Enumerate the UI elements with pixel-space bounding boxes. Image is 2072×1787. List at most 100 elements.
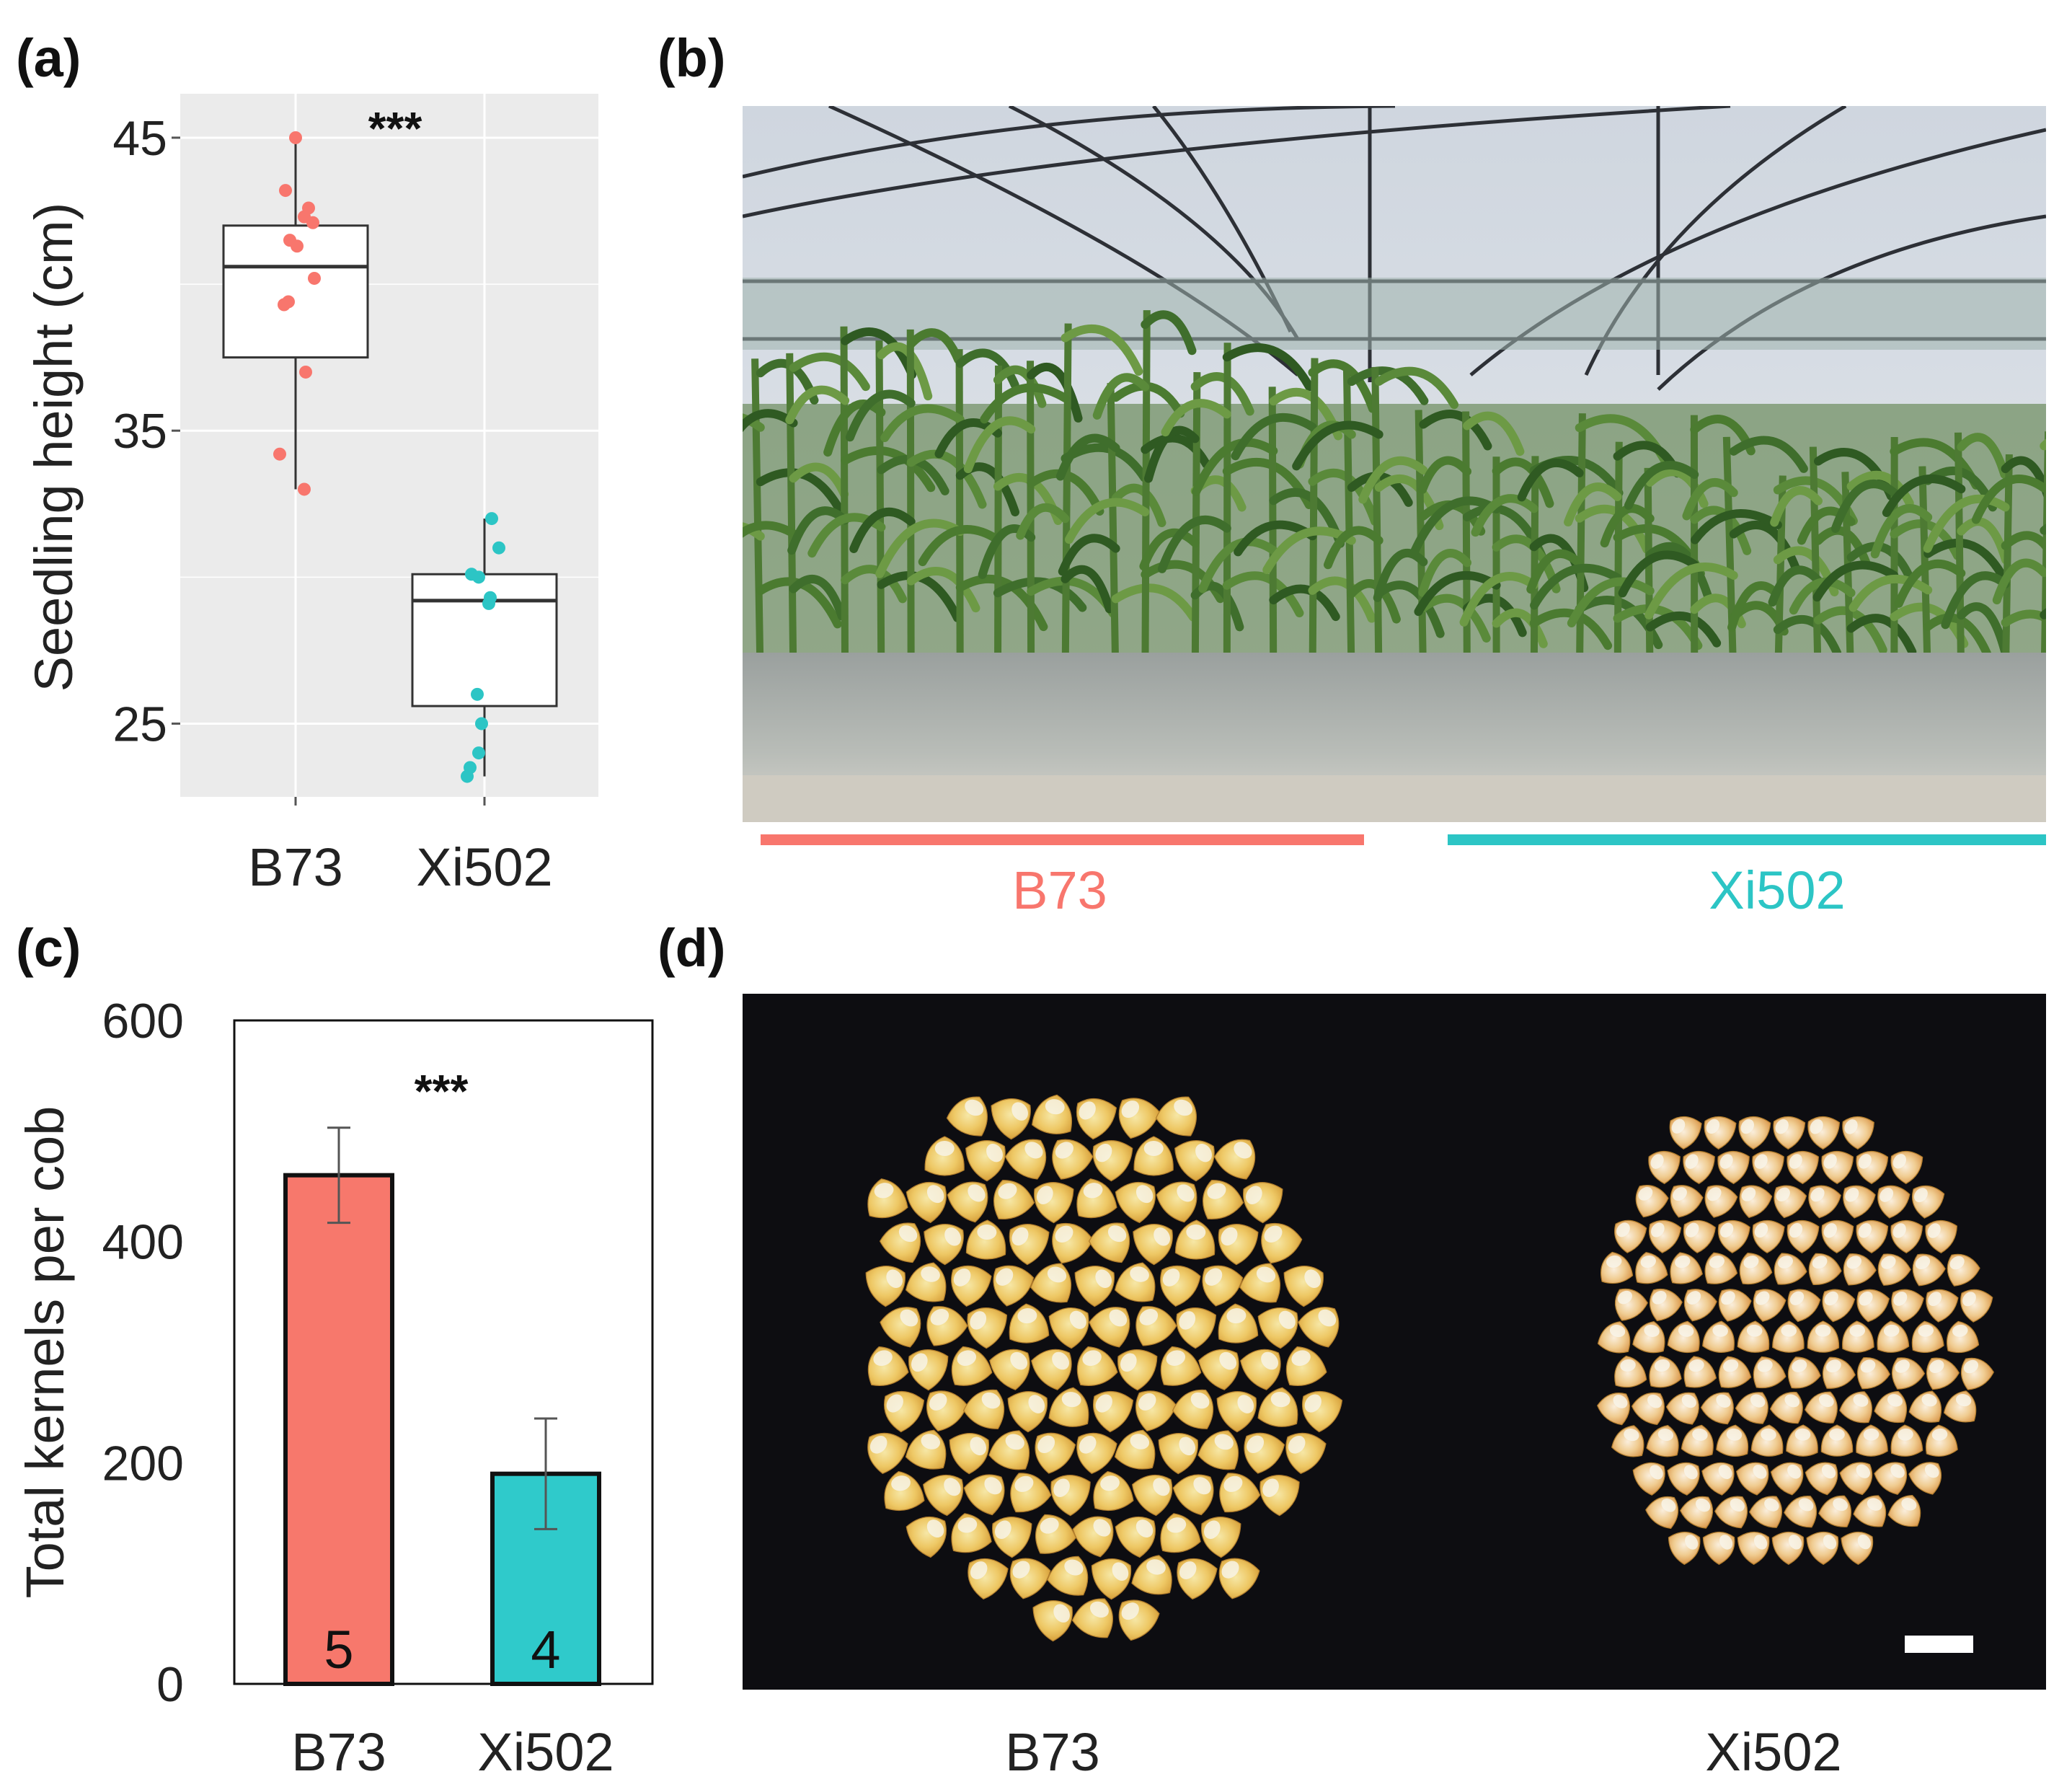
kernel xyxy=(1009,1558,1051,1600)
kernel-cap xyxy=(1829,1428,1845,1441)
kernel-cap xyxy=(1221,1227,1238,1246)
kernel-cap xyxy=(1620,1359,1636,1372)
kernel-cap xyxy=(1139,1309,1159,1325)
kernel-cap xyxy=(1858,1223,1872,1238)
kernel-cap xyxy=(1053,1478,1070,1497)
kernel xyxy=(1806,1531,1839,1565)
kernel-cap xyxy=(957,1350,977,1366)
plant-leaf xyxy=(1016,503,1070,540)
plant-leaf xyxy=(1691,509,1782,544)
kernel xyxy=(1118,1600,1160,1641)
kernel-cap xyxy=(965,1099,984,1116)
kernel-cap xyxy=(886,1269,903,1289)
kernel xyxy=(1600,1251,1634,1284)
kernel-cap xyxy=(1069,1310,1086,1329)
kernel xyxy=(1244,1432,1285,1474)
kernel xyxy=(1807,1320,1840,1353)
kernel xyxy=(1911,1185,1945,1219)
kernel xyxy=(1680,1496,1714,1529)
kernel xyxy=(906,1181,947,1224)
kernel xyxy=(1925,1219,1957,1253)
kernel xyxy=(1257,1307,1298,1349)
plant-leaf xyxy=(955,574,1048,632)
kernel-cap xyxy=(1095,1269,1112,1289)
kernel-cap xyxy=(977,1225,997,1240)
kernel-cap xyxy=(1730,1498,1745,1512)
sample-size-label: 4 xyxy=(531,1620,560,1680)
plant-leaf xyxy=(1419,594,1491,643)
kernel xyxy=(1839,1462,1873,1496)
kernel xyxy=(1259,1475,1300,1517)
plant-leaf xyxy=(1064,498,1150,544)
kernel xyxy=(1718,1289,1752,1322)
kernel xyxy=(1174,1140,1215,1182)
kernel xyxy=(1704,1116,1737,1150)
plant-stalk xyxy=(1223,343,1231,686)
kernel xyxy=(1203,1180,1244,1219)
kernel xyxy=(1030,1263,1072,1303)
kernel xyxy=(1668,1531,1701,1565)
kernel xyxy=(1787,1356,1821,1389)
kernel-cap xyxy=(1055,1225,1073,1243)
kernel xyxy=(1093,1470,1134,1511)
plant-leaf xyxy=(1143,425,1200,483)
kernel xyxy=(1174,1219,1216,1260)
plant-leaf xyxy=(1957,517,2011,565)
kernel-cap xyxy=(1685,1222,1699,1237)
plant-leaf xyxy=(1941,571,2010,630)
kernel xyxy=(1118,1098,1160,1139)
kernel-cap xyxy=(1061,1392,1081,1408)
kernel-cap xyxy=(926,1185,944,1204)
kernel xyxy=(1074,1266,1115,1307)
kernel-cap xyxy=(1234,1142,1252,1159)
kernel-cap xyxy=(1857,1534,1872,1550)
kernel xyxy=(1218,1224,1259,1266)
kernel xyxy=(991,1098,1031,1140)
kernel xyxy=(1155,1096,1197,1137)
kernel xyxy=(1890,1219,1923,1254)
plant-stalk xyxy=(1309,358,1319,686)
legend-bar-xi502 xyxy=(1448,834,2046,845)
kernel xyxy=(1700,1392,1734,1425)
plant-leaf xyxy=(1061,324,1143,376)
kernel-cap xyxy=(1318,1309,1337,1327)
kernel xyxy=(1856,1219,1889,1254)
y-axis-label: Total kernels per cob xyxy=(15,1106,75,1599)
plant-leaf xyxy=(1358,456,1428,504)
kernel-cap xyxy=(1895,1359,1910,1373)
kernel xyxy=(1749,1496,1783,1528)
kernel xyxy=(1667,1320,1700,1354)
kernel-cap xyxy=(921,1266,940,1282)
kernel xyxy=(1804,1391,1838,1424)
plant-leaf xyxy=(1141,433,1211,469)
kernel-cap xyxy=(911,1353,928,1372)
kernel-cap xyxy=(1256,1266,1276,1283)
kernel-cap xyxy=(1661,1498,1676,1512)
kernel-cap xyxy=(1079,1101,1096,1120)
kernel xyxy=(1805,1462,1838,1496)
kernel-cap xyxy=(1824,1291,1838,1306)
kernel-cap xyxy=(1789,1222,1803,1238)
plant-leaf xyxy=(1269,584,1340,622)
plant-stalk xyxy=(1613,441,1623,686)
kernel-body xyxy=(924,1136,965,1176)
kernel-body xyxy=(1807,1320,1840,1353)
kernel xyxy=(1076,1178,1117,1219)
kernel-cap xyxy=(1810,1187,1825,1202)
kernel-cap xyxy=(1174,1099,1193,1116)
kernel xyxy=(989,1349,1030,1390)
plant-stalk xyxy=(1342,366,1355,686)
kernel-cap xyxy=(953,1268,971,1287)
kernel xyxy=(1239,1263,1281,1303)
panel-label-c: (c) xyxy=(16,918,81,978)
kernel-cap xyxy=(1858,1154,1872,1169)
plant-leaf xyxy=(1773,614,1842,658)
kernel xyxy=(1198,1349,1239,1390)
kernel xyxy=(1031,1349,1072,1390)
kernel xyxy=(1076,1432,1117,1474)
kernel-cap xyxy=(1845,1187,1859,1202)
kernel-cap xyxy=(1927,1223,1941,1238)
kernel-cap xyxy=(1135,1519,1154,1537)
kernel-cap xyxy=(1685,1154,1699,1169)
kernel-cap xyxy=(1709,1256,1725,1268)
